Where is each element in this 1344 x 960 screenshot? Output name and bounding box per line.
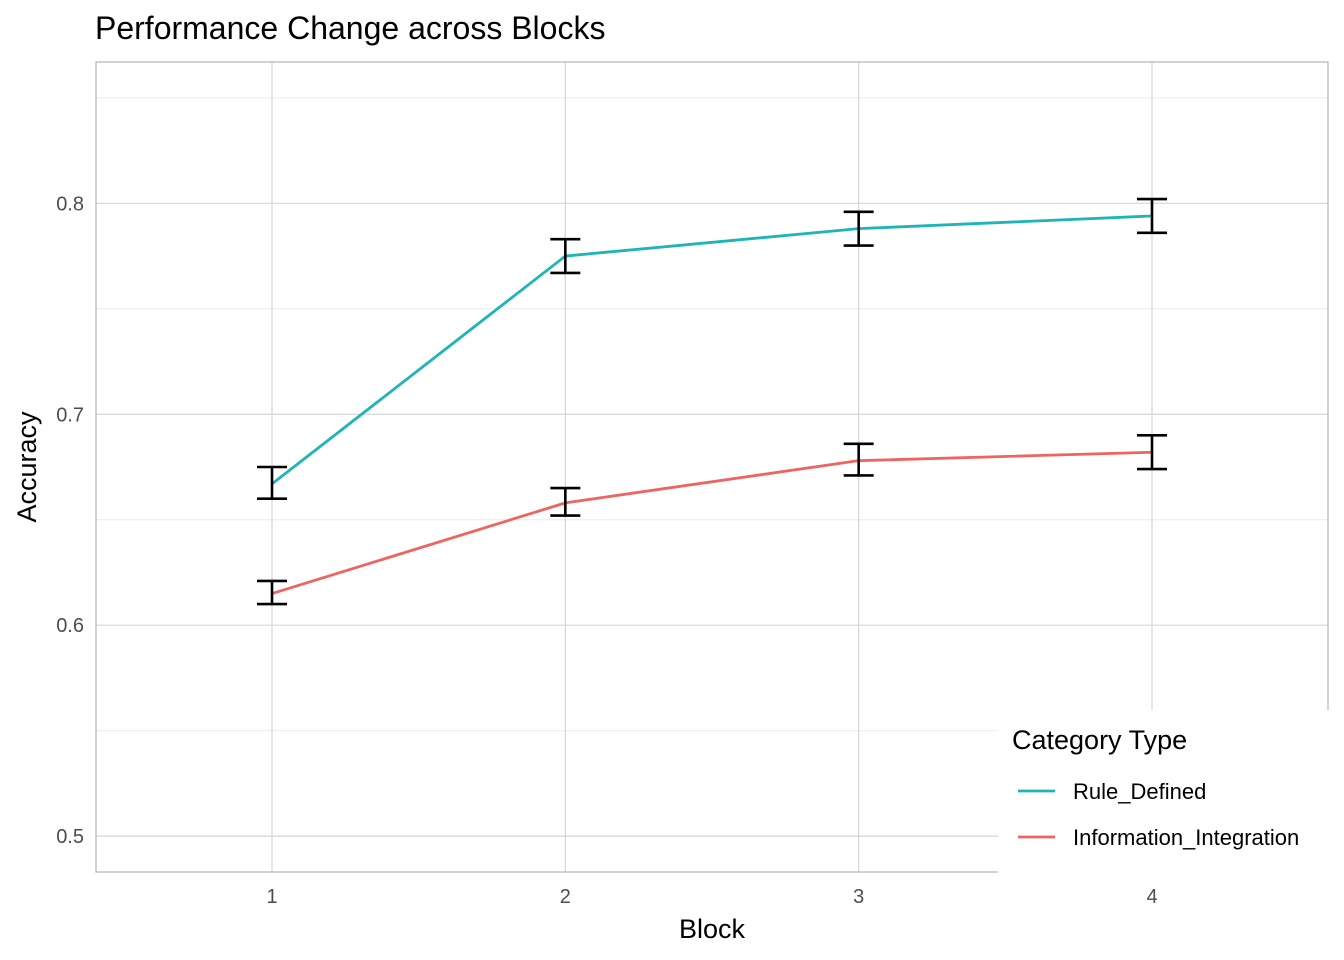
- y-tick-label: 0.7: [56, 404, 84, 426]
- error-bar: [550, 237, 581, 275]
- legend-label: Information_Integration: [1073, 825, 1299, 850]
- legend-item: Information_Integration: [1018, 825, 1299, 850]
- error-bars: [257, 197, 1167, 606]
- error-bar: [1137, 197, 1167, 235]
- error-bar: [843, 442, 874, 477]
- legend-item: Rule_Defined: [1018, 779, 1206, 804]
- y-axis-ticks: 0.5 0.6 0.7 0.8: [56, 193, 84, 848]
- plot-area: [95, 61, 1329, 873]
- series-line: [271, 450, 1153, 595]
- error-bar: [1137, 434, 1167, 471]
- x-tick-label: 3: [853, 886, 864, 908]
- legend-label: Rule_Defined: [1073, 779, 1206, 804]
- y-tick-label: 0.5: [56, 826, 84, 848]
- error-bar: [257, 465, 287, 500]
- y-tick-label: 0.8: [56, 193, 84, 215]
- legend-items: Rule_Defined Information_Integration: [1018, 779, 1299, 850]
- error-bar: [843, 210, 874, 247]
- x-tick-label: 2: [560, 886, 571, 908]
- y-axis-title: Accuracy: [12, 411, 42, 523]
- error-bar: [550, 486, 581, 517]
- x-tick-label: 4: [1146, 886, 1157, 908]
- legend-background: [998, 710, 1344, 876]
- x-tick-label: 1: [266, 886, 277, 908]
- x-axis-ticks: 1 2 3 4: [266, 886, 1157, 908]
- legend: Category Type Rule_Defined Information_In…: [998, 710, 1344, 876]
- y-tick-label: 0.6: [56, 615, 84, 637]
- legend-title: Category Type: [1012, 725, 1187, 755]
- plot-border: [95, 61, 1329, 873]
- chart-title: Performance Change across Blocks: [95, 10, 605, 46]
- x-axis-title: Block: [679, 914, 746, 944]
- series-lines: [271, 214, 1153, 595]
- series-line: [271, 214, 1153, 485]
- error-bar: [257, 579, 287, 606]
